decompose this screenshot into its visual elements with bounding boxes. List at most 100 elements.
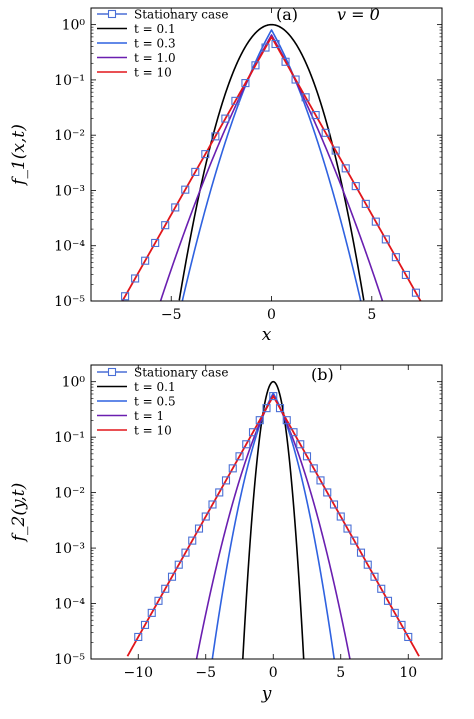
- legend-entry: t = 0.5: [134, 395, 176, 409]
- data-marker: [248, 428, 258, 437]
- legend-marker: [107, 367, 117, 377]
- data-marker: [356, 548, 366, 557]
- y-tick-label: 10⁻⁴: [54, 597, 85, 613]
- legend-entry: t = 1.0: [134, 51, 176, 65]
- data-marker: [336, 512, 345, 521]
- x-tick-label: −5: [195, 665, 216, 681]
- data-marker: [377, 584, 386, 593]
- legend-entry: t = 0.3: [134, 37, 176, 51]
- y-tick-label: 10⁻¹: [54, 430, 85, 446]
- data-marker: [316, 476, 325, 485]
- plot-frame: [90, 364, 443, 660]
- data-marker: [251, 61, 260, 70]
- y-axis-label: f_1(x,t): [9, 124, 29, 187]
- data-marker: [397, 620, 406, 629]
- legend-entry: Stationary case: [134, 8, 228, 22]
- legend-entry: Stationary case: [134, 366, 228, 380]
- data-marker: [161, 221, 170, 230]
- legend-entry: t = 0.1: [134, 380, 176, 394]
- data-marker: [323, 488, 332, 497]
- series-line-t-10: [126, 395, 420, 657]
- data-marker: [321, 128, 330, 137]
- data-marker: [181, 185, 190, 194]
- data-marker: [231, 96, 240, 105]
- data-marker: [371, 217, 380, 226]
- data-marker: [147, 608, 156, 617]
- data-marker: [221, 114, 230, 123]
- data-marker: [269, 392, 278, 401]
- data-marker: [208, 500, 217, 509]
- data-marker: [215, 488, 224, 497]
- data-marker: [188, 536, 197, 545]
- series-group: [121, 23, 422, 301]
- data-marker: [211, 132, 220, 141]
- data-marker: [194, 524, 204, 533]
- series-line-t-0-5: [211, 392, 336, 659]
- chart-panel-a: −5 0 5 10⁰ 10⁻¹ 10⁻² 10⁻³ 10⁻⁴ 10⁻⁵ x f_1(x,t) (a) v…: [9, 5, 443, 345]
- x-tick-label: 5: [336, 665, 345, 681]
- data-marker: [370, 572, 379, 581]
- series-line-t-0-1: [178, 23, 365, 301]
- data-marker: [262, 404, 271, 413]
- series-line-t-0-1: [242, 380, 305, 659]
- data-marker: [351, 182, 360, 191]
- data-marker: [411, 288, 420, 297]
- series-line-t-1-0: [159, 34, 384, 301]
- data-marker: [261, 43, 270, 52]
- x-tick-label: −5: [161, 307, 182, 323]
- data-marker: [282, 416, 291, 425]
- data-marker: [151, 238, 160, 248]
- data-marker: [331, 146, 340, 155]
- data-marker: [291, 75, 300, 84]
- series-stationary-case: [121, 39, 420, 301]
- legend-entry: t = 10: [134, 424, 172, 438]
- panel-label: (b): [311, 365, 334, 384]
- data-marker: [121, 292, 130, 301]
- series-stationary-case: [134, 392, 413, 642]
- panel-label: (a): [276, 5, 298, 24]
- data-marker: [242, 440, 251, 449]
- x-tick-label: 0: [267, 307, 276, 323]
- data-marker: [235, 452, 244, 461]
- x-tick-label: −10: [123, 665, 153, 681]
- data-marker: [404, 632, 413, 642]
- y-tick-label: 10⁻³: [54, 541, 85, 557]
- data-marker: [171, 203, 180, 212]
- data-marker: [241, 79, 250, 88]
- y-tick-label: 10⁻⁴: [54, 239, 85, 255]
- x-axis-label: y: [261, 684, 272, 704]
- x-axis-label: x: [262, 325, 272, 345]
- data-marker: [301, 93, 310, 102]
- data-marker: [131, 274, 140, 283]
- y-tick-label: 10⁻¹: [54, 73, 85, 89]
- data-marker: [302, 452, 312, 461]
- data-marker: [201, 150, 210, 159]
- legend-marker: [107, 9, 117, 19]
- chart-panel-b: −10 −5 0 5 10 10⁰ 10⁻¹ 10⁻² 10⁻³ 10⁻⁴ 10⁻⁵ y f_2(y,t…: [9, 364, 443, 704]
- data-marker: [140, 620, 150, 629]
- data-marker: [255, 416, 264, 425]
- series-group: [126, 380, 420, 659]
- legend-entry: t = 0.1: [134, 22, 176, 36]
- data-marker: [281, 57, 290, 66]
- data-marker: [363, 560, 372, 569]
- data-marker: [174, 560, 183, 569]
- y-tick-label: 10⁰: [62, 375, 86, 391]
- data-marker: [275, 404, 285, 413]
- data-marker: [401, 270, 410, 279]
- data-marker: [141, 256, 150, 265]
- data-marker: [134, 632, 143, 642]
- data-marker: [390, 608, 399, 617]
- y-tick-label: 10⁻⁵: [54, 294, 85, 310]
- data-marker: [343, 524, 352, 533]
- data-marker: [201, 512, 210, 521]
- data-marker: [361, 199, 370, 208]
- y-axis-label: f_2(y,t): [9, 483, 29, 543]
- y-tick-label: 10⁻³: [54, 183, 85, 199]
- legend-entry: t = 1: [134, 409, 164, 423]
- data-marker: [350, 536, 359, 545]
- series-line-t-0-3: [181, 29, 362, 301]
